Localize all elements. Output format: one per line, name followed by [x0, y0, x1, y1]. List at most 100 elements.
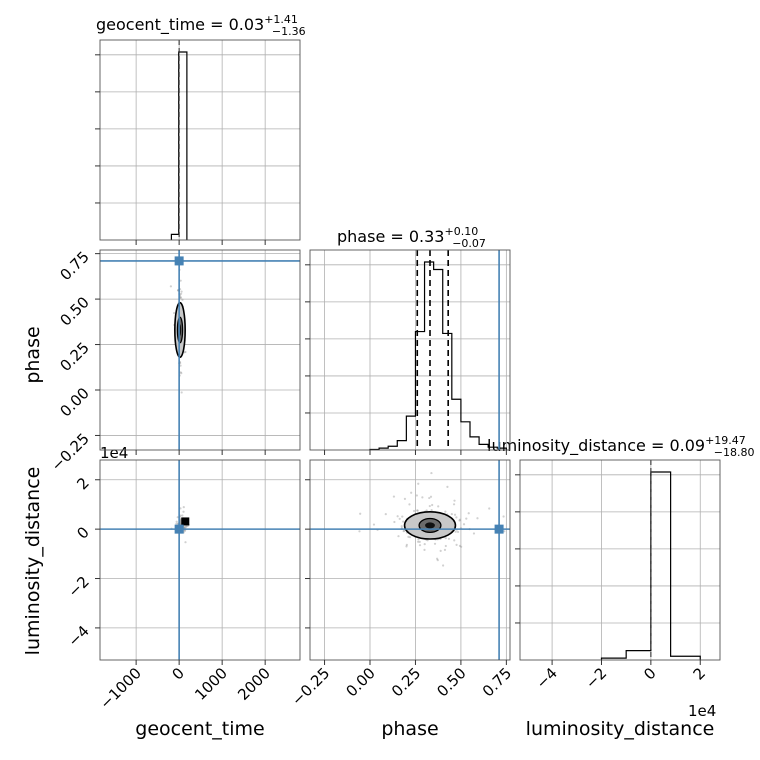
sample-point	[396, 515, 399, 518]
x-offset-text-luminosity-distance: 1e4	[688, 702, 716, 720]
sample-point	[423, 548, 426, 551]
sample-point	[458, 519, 461, 522]
contour-outer	[403, 511, 457, 540]
sample-point	[179, 296, 183, 299]
sample-point	[439, 549, 442, 552]
sample-point	[358, 530, 361, 533]
sample-point	[450, 512, 453, 516]
sample-point	[181, 514, 184, 517]
sample-point	[182, 510, 185, 513]
sample-point	[456, 530, 460, 534]
sample-point	[184, 526, 187, 529]
sample-point	[428, 496, 431, 500]
sample-point	[184, 524, 188, 528]
sample-point	[175, 522, 178, 525]
sample-point	[421, 496, 424, 499]
sample-point	[472, 532, 476, 535]
sample-point	[503, 530, 506, 533]
sample-point	[180, 391, 183, 394]
sample-point	[172, 311, 176, 315]
sample-point	[444, 544, 447, 548]
title-phase: phase = 0.33+0.10 −0.07	[337, 225, 486, 250]
sample-point	[453, 513, 457, 516]
sample-point	[418, 540, 421, 543]
sample-point	[393, 520, 396, 524]
sample-point	[407, 535, 410, 538]
title-luminosity-distance: luminosity_distance = 0.09+19.47 −18.80	[487, 434, 755, 459]
sample-point	[447, 537, 451, 540]
sample-point	[425, 509, 428, 512]
sample-point	[408, 503, 411, 506]
histogram-geocent_time	[170, 51, 188, 240]
density-core	[425, 522, 435, 529]
panel-luminosity_distance-vs-phase	[310, 460, 510, 660]
sample-point	[179, 279, 182, 282]
sample-point	[465, 517, 468, 520]
sample-point	[488, 507, 491, 510]
sample-point	[183, 529, 187, 532]
sample-point	[402, 520, 405, 523]
sample-point	[416, 509, 419, 512]
sample-point	[418, 544, 422, 547]
sample-point	[169, 285, 172, 288]
sample-point	[433, 542, 437, 545]
sample-point	[397, 535, 400, 538]
density-core	[181, 517, 190, 526]
sample-point	[403, 497, 407, 500]
sample-point	[437, 505, 440, 508]
sample-point	[446, 485, 449, 488]
sample-point	[175, 520, 178, 523]
sample-point	[415, 494, 418, 497]
contour-inner	[176, 316, 184, 344]
sample-point	[444, 537, 447, 540]
sample-point	[430, 509, 433, 512]
sample-point	[476, 517, 479, 520]
sample-point	[398, 517, 401, 520]
y-axis-label-phase: phase	[22, 326, 44, 383]
sample-point	[462, 523, 466, 526]
panel-frame-phase-vs-phase	[309, 249, 511, 451]
sample-point	[441, 564, 445, 567]
injection-marker	[494, 524, 504, 534]
panel-frame-phase-vs-geocent_time	[99, 249, 301, 451]
panel-frame-luminosity_distance-vs-luminosity_distance	[519, 459, 721, 661]
sample-point	[405, 543, 408, 546]
sample-point	[460, 545, 463, 548]
sample-point	[184, 541, 187, 544]
sample-point	[180, 290, 183, 293]
sample-point	[436, 559, 439, 562]
contour-outer	[174, 301, 186, 359]
sample-point	[182, 505, 185, 509]
sample-point	[185, 525, 188, 528]
injection-marker	[174, 524, 184, 534]
contour-inner	[418, 517, 442, 533]
panel-phase-vs-phase	[310, 250, 510, 450]
sample-point	[179, 514, 182, 517]
panel-luminosity_distance-vs-geocent_time	[100, 460, 300, 660]
sample-point	[417, 538, 420, 541]
sample-point	[458, 518, 462, 521]
y-axis-label-luminosity-distance: luminosity_distance	[22, 467, 44, 656]
sample-point	[180, 292, 183, 295]
sample-point	[405, 545, 408, 548]
sample-point	[444, 510, 447, 513]
panel-frame-luminosity_distance-vs-geocent_time	[99, 459, 301, 661]
sample-point	[384, 513, 387, 516]
sample-point	[453, 499, 456, 502]
sample-point	[429, 495, 433, 498]
sample-point	[402, 530, 405, 533]
sample-point	[183, 351, 186, 354]
sample-point	[176, 516, 179, 519]
panel-phase-vs-geocent_time	[100, 250, 300, 450]
sample-point	[180, 372, 183, 375]
sample-point	[436, 557, 439, 560]
sample-point	[502, 515, 505, 518]
x-axis-label-luminosity-distance: luminosity_distance	[526, 718, 715, 740]
y-offset-text-luminosity-distance: 1e4	[100, 444, 128, 462]
sample-point	[431, 503, 434, 507]
sample-point	[412, 509, 416, 513]
sample-point	[179, 518, 182, 521]
panel-frame-geocent_time-vs-geocent_time	[99, 39, 301, 241]
